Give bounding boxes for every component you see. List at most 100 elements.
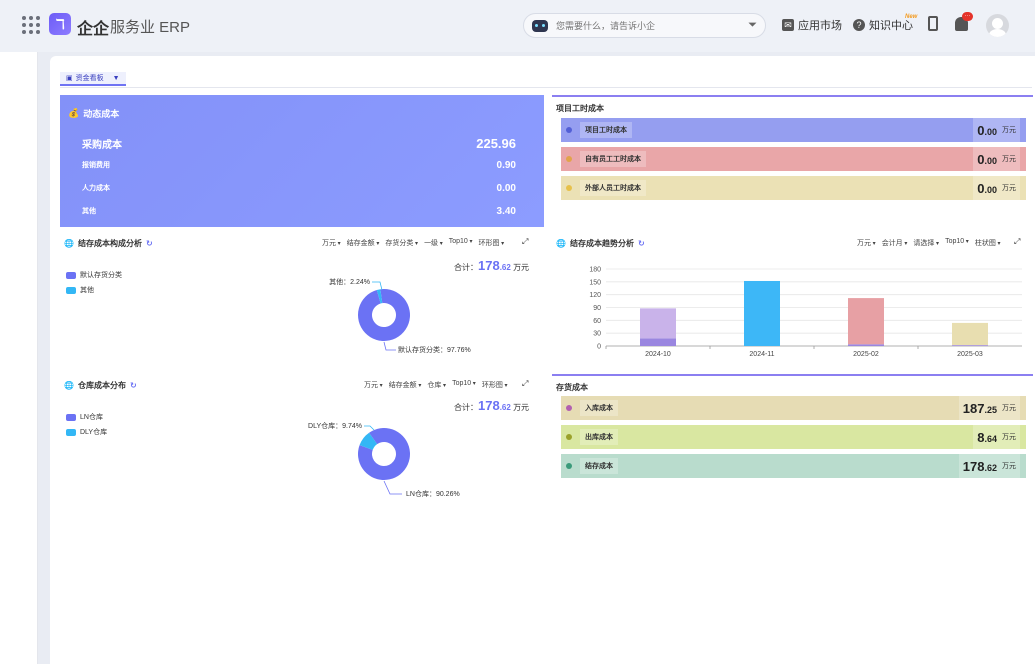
cost-row: 出库成本 8.64 万元 (561, 425, 1026, 449)
warehouse-controls: 万元结存金额仓库 Top10 环形图 (364, 380, 508, 390)
control-dropdown[interactable]: 环形图 (482, 380, 508, 390)
status-dot (566, 156, 572, 162)
expense-row: 报销费用 0.90 (82, 160, 516, 171)
globe-icon: 🌐 (64, 239, 74, 248)
total-label: 合计： (454, 263, 478, 272)
sidebar (0, 52, 38, 664)
bar[interactable] (952, 345, 988, 346)
dynamic-cost-card: 💰 动态成本 采购成本 225.96 报销费用 0.90 人力成本 0.00 其… (60, 95, 544, 227)
cost-row-label: 出库成本 (580, 429, 618, 445)
search-input[interactable] (556, 20, 736, 31)
control-dropdown[interactable]: 会计月 (882, 238, 908, 248)
bar[interactable] (640, 338, 676, 346)
warehouse-title: 仓库成本分布 (77, 381, 126, 390)
total-int: 178 (478, 258, 500, 273)
donut-slice[interactable] (358, 289, 410, 341)
row-label: 其他 (82, 208, 96, 215)
expand-icon[interactable]: ⤢ (522, 237, 529, 246)
value-number: 0.00 (977, 151, 997, 167)
label-leader-line (383, 480, 402, 495)
warehouse-legend: LN仓库 DLY仓库 (66, 412, 107, 442)
total-unit: 万元 (513, 403, 530, 412)
cost-row-value: 187.25 万元 (958, 396, 1020, 420)
control-dropdown[interactable]: 结存金额 (389, 380, 422, 390)
status-dot (566, 434, 572, 440)
assistant-bot-icon (532, 19, 548, 32)
control-dropdown[interactable]: Top10 (452, 380, 476, 390)
bar[interactable] (744, 280, 780, 346)
value-number: 0.00 (977, 122, 997, 138)
y-tick-label: 150 (589, 279, 601, 286)
row-value: 0.90 (496, 160, 516, 171)
globe-icon: 🌐 (64, 381, 74, 390)
refresh-icon[interactable]: ↻ (145, 239, 153, 248)
expand-icon[interactable]: ⤢ (1014, 237, 1021, 246)
row-label: 报销费用 (82, 162, 110, 169)
purchase-cost-row: 采购成本 225.96 (82, 136, 516, 151)
total-dec: .62 (499, 403, 511, 412)
x-tick-label: 2025-02 (853, 351, 879, 358)
notification-badge: ··· (962, 12, 973, 21)
donut-slice[interactable] (376, 289, 383, 304)
filter-icon[interactable]: ⏷ (748, 19, 757, 31)
dashboard-icon: ▣ (66, 75, 73, 82)
cost-row: 结存成本 178.62 万元 (561, 454, 1026, 478)
control-dropdown[interactable]: 柱状图 (975, 238, 1001, 248)
legend-label: 默认存货分类 (80, 272, 122, 279)
refresh-icon[interactable]: ↻ (637, 239, 645, 248)
legend-item[interactable]: 默认存货分类 (66, 270, 122, 280)
control-dropdown[interactable]: 仓库 (427, 380, 446, 390)
value-unit: 万元 (1002, 463, 1016, 470)
knowledge-center-link[interactable]: ? 知识中心 (853, 17, 913, 33)
control-dropdown[interactable]: 请选择 (913, 238, 939, 248)
control-dropdown[interactable]: Top10 (449, 238, 473, 248)
bar[interactable] (848, 344, 884, 346)
control-dropdown[interactable]: Top10 (945, 238, 969, 248)
globe-icon: 🌐 (556, 239, 566, 248)
divider (60, 87, 1032, 88)
control-dropdown[interactable]: 结存金额 (347, 238, 380, 248)
row-value: 0.00 (496, 183, 516, 194)
bar[interactable] (848, 298, 884, 345)
stock-composition-total: 合计：178.62 万元 (454, 258, 529, 273)
expand-icon[interactable]: ⤢ (522, 379, 529, 388)
value-number: 187.25 (962, 400, 997, 416)
bar[interactable] (952, 322, 988, 346)
mobile-icon[interactable] (928, 16, 938, 31)
app-grid-icon[interactable] (22, 16, 40, 34)
slice-label: 默认存货分类：97.76% (398, 345, 471, 354)
legend-item[interactable]: 其他 (66, 285, 122, 295)
project-cost-card: 项目工时成本 项目工时成本 0.00 万元 自有员工工时成本 0.00 万元 外部人员工时成… (552, 95, 1033, 227)
control-dropdown[interactable]: 环形图 (479, 238, 505, 248)
money-bag-icon: 💰 (68, 108, 80, 118)
value-unit: 万元 (1002, 185, 1016, 192)
stock-composition-card: 🌐 结存成本构成分析 ↻ 万元结存金额存货分类一级 Top10 环形图 ⤢ 合计：1… (60, 232, 544, 369)
legend-item[interactable]: LN仓库 (66, 412, 107, 422)
refresh-icon[interactable]: ↻ (129, 381, 137, 390)
label-leader-line (364, 425, 375, 431)
total-dec: .62 (499, 263, 511, 272)
donut-slice[interactable] (359, 432, 378, 450)
cost-row-value: 178.62 万元 (958, 454, 1020, 478)
legend-swatch (66, 286, 76, 294)
legend-item[interactable]: DLY仓库 (66, 427, 107, 437)
dashboard-selector[interactable]: ▣ 资金看板 ▼ (60, 72, 126, 86)
control-dropdown[interactable]: 存货分类 (385, 238, 418, 248)
slice-label: LN仓库：90.26% (406, 489, 460, 498)
warehouse-card: 🌐 仓库成本分布 ↻ 万元结存金额仓库Top10环形图 ⤢ 合计：178.62 … (60, 374, 544, 517)
control-dropdown[interactable]: 一级 (424, 238, 443, 248)
legend-swatch (66, 271, 76, 279)
warehouse-header: 🌐 仓库成本分布 ↻ (64, 380, 137, 391)
cost-row-value: 0.00 万元 (973, 118, 1020, 142)
cost-row-label: 结存成本 (580, 458, 618, 474)
control-dropdown[interactable]: 万元 (322, 238, 341, 248)
avatar[interactable] (986, 14, 1009, 37)
donut-slice[interactable] (358, 428, 410, 480)
control-dropdown[interactable]: 万元 (364, 380, 383, 390)
stock-composition-header: 🌐 结存成本构成分析 ↻ (64, 238, 153, 249)
other-cost-row: 其他 3.40 (82, 206, 516, 217)
control-dropdown[interactable]: 万元 (857, 238, 876, 248)
bar[interactable] (640, 308, 676, 339)
app-market-link[interactable]: ✉ 应用市场 (782, 17, 842, 33)
search-bar[interactable]: ⏷ (523, 13, 766, 38)
